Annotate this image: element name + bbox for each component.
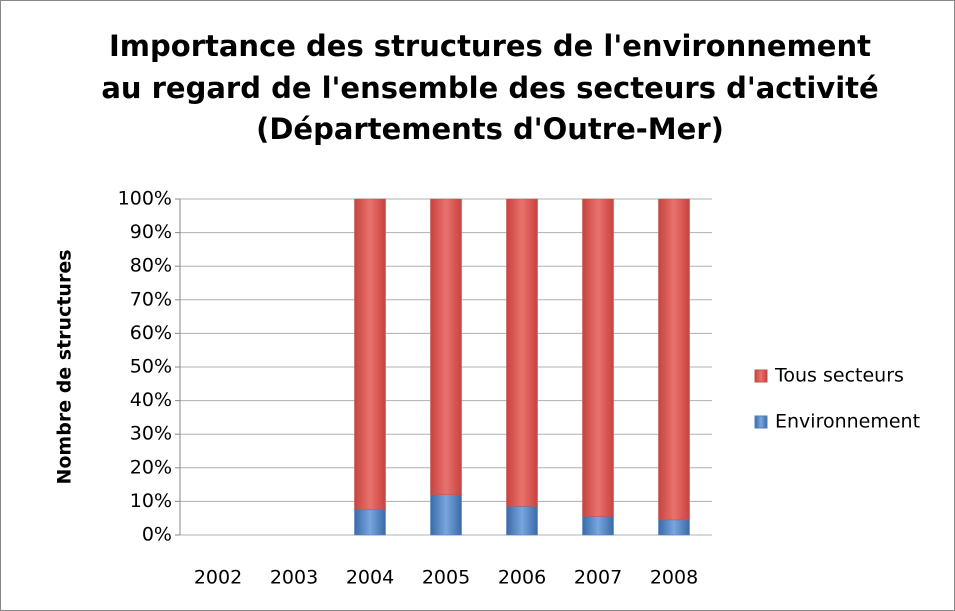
y-tick-label: 60% xyxy=(130,322,172,344)
bar-segment xyxy=(506,198,538,507)
bar-segment xyxy=(658,198,690,521)
bar-segment xyxy=(506,506,538,536)
bar-segment xyxy=(354,198,386,511)
x-tick-label: 2004 xyxy=(346,567,394,589)
x-tick-label: 2005 xyxy=(422,567,470,589)
x-tick-label: 2003 xyxy=(270,567,318,589)
y-tick-label: 40% xyxy=(130,389,172,411)
legend-swatch xyxy=(754,369,768,383)
bar-segment xyxy=(430,494,462,536)
chart-title: Importance des structures de l'environne… xyxy=(109,29,871,63)
x-tick-label: 2006 xyxy=(498,567,546,589)
y-tick-label: 30% xyxy=(130,423,172,445)
bar-segment xyxy=(658,519,690,536)
x-tick-label: 2008 xyxy=(650,567,698,589)
x-tick-label: 2002 xyxy=(194,567,242,589)
legend-label: Tous secteurs xyxy=(774,365,904,387)
bar-segment xyxy=(582,516,614,536)
y-tick-label: 80% xyxy=(130,255,172,277)
bar-segment xyxy=(582,198,614,517)
y-axis-label: Nombre de structures xyxy=(54,249,76,484)
y-tick-label: 20% xyxy=(130,456,172,478)
bar-segment xyxy=(430,198,462,495)
bar-segment xyxy=(354,509,386,536)
y-tick-label: 0% xyxy=(142,524,172,546)
chart-title: (Départements d'Outre-Mer) xyxy=(256,112,724,146)
y-tick-label: 50% xyxy=(130,356,172,378)
legend-swatch xyxy=(754,415,768,429)
y-tick-label: 70% xyxy=(130,288,172,310)
y-tick-label: 100% xyxy=(118,188,172,210)
chart-title: au regard de l'ensemble des secteurs d'a… xyxy=(101,71,878,105)
legend-label: Environnement xyxy=(775,411,920,433)
x-tick-label: 2007 xyxy=(574,567,622,589)
y-tick-label: 90% xyxy=(130,221,172,243)
y-tick-label: 10% xyxy=(130,490,172,512)
